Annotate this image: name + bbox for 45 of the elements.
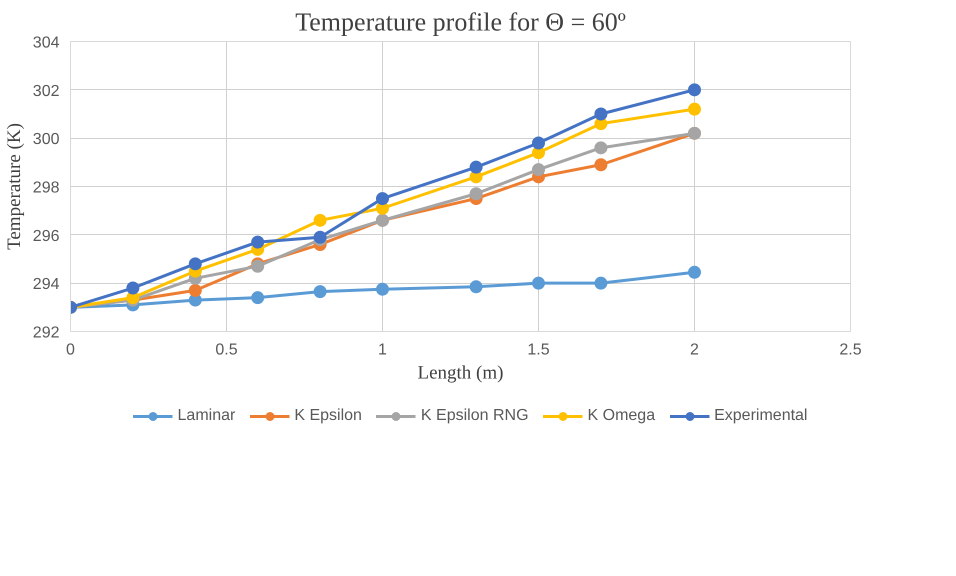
point: [251, 260, 264, 273]
y-tick-label: 296: [32, 228, 60, 245]
point: [688, 83, 701, 96]
point: [532, 163, 545, 176]
x-tick-label: 1.5: [527, 342, 550, 358]
point: [532, 136, 545, 150]
legend-label: Laminar: [178, 407, 236, 425]
point: [470, 280, 483, 294]
point: [594, 108, 608, 120]
point: [470, 160, 483, 174]
y-axis-title: Temperature (K): [4, 123, 25, 250]
point: [251, 236, 264, 249]
x-tick-label: 2: [690, 342, 700, 358]
x-axis-title: Length (m): [418, 362, 504, 384]
point: [688, 266, 701, 279]
point: [251, 291, 264, 304]
point: [314, 230, 327, 244]
x-tick-label: 2.5: [839, 342, 862, 358]
point: [314, 214, 327, 227]
point: [594, 276, 608, 290]
point: [314, 285, 327, 298]
legend-label: K Omega: [588, 407, 656, 425]
point: [188, 257, 202, 270]
x-tick-label: 1: [378, 342, 388, 358]
point: [126, 282, 140, 294]
y-tick-label: 292: [32, 324, 60, 342]
point: [376, 192, 389, 206]
point: [470, 187, 483, 200]
x-tick-label: 0.5: [215, 342, 238, 358]
point: [188, 284, 202, 297]
y-tick-label: 302: [32, 82, 60, 100]
chart-title: Temperature profile for Θ = 60º: [295, 8, 626, 36]
point: [532, 276, 545, 290]
y-tick-label: 298: [32, 180, 60, 196]
point: [594, 141, 608, 154]
point: [688, 102, 701, 116]
legend-label: K Epsilon: [294, 407, 362, 425]
y-tick-label: 304: [32, 34, 60, 52]
legend-label: Experimental: [714, 407, 808, 425]
y-tick-label: 294: [32, 276, 60, 294]
point: [594, 158, 608, 172]
legend-label: K Epsilon RNG: [420, 407, 529, 425]
point: [376, 282, 389, 296]
y-tick-label: 300: [32, 131, 60, 148]
x-tick-label: 0: [66, 342, 76, 358]
